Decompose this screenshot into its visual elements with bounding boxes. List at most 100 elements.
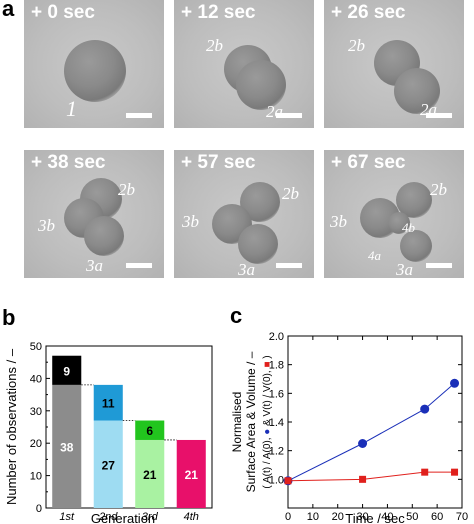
bar-stack — [52, 355, 82, 385]
bar-value-label: 38 — [60, 440, 74, 454]
line-chart-area-volume: 1.0 1.2 1.4 1.6 1.8 2.0 0 10 20 30 40 50 60 70 Time / … — [230, 331, 468, 524]
y-axis-label-line2: Surface Area & Volume / – — [244, 351, 258, 492]
bar-stack — [135, 420, 165, 440]
scale-bar — [126, 113, 152, 118]
y-axis-label-part: & V(t) / V(0), — [262, 368, 273, 429]
cell-label: 3a — [238, 260, 255, 278]
cell-2a — [236, 60, 286, 110]
x-tick-label: 60 — [431, 511, 443, 523]
circle-series-line — [287, 382, 455, 482]
y-axis-label: Number of observations / – — [4, 348, 19, 505]
y-tick-label: 1.0 — [269, 474, 284, 486]
cell-label: 1 — [66, 96, 77, 121]
x-tick-label: 30 — [356, 511, 368, 523]
micrograph-frame-1: + 0 sec 1 — [24, 0, 164, 128]
cell-label: 2b — [430, 180, 447, 199]
x-tick-label: 50 — [406, 511, 418, 523]
x-tick-label: 2nd — [98, 511, 118, 523]
square-marker — [359, 475, 367, 483]
y-tick-label: 10 — [30, 471, 42, 483]
x-tick-label: 3rd — [142, 511, 159, 523]
x-tick-label: 10 — [307, 511, 319, 523]
bar-stack — [93, 384, 123, 421]
y-axis-label-line3: ( A(t) / A(0), ● & V(t) / V(0), ■ ) — [262, 355, 273, 488]
y-tick-label: 2.0 — [269, 331, 284, 343]
panel-a-letter: a — [2, 0, 15, 21]
cell-4a — [388, 212, 410, 234]
x-tick-label: 1st — [59, 511, 75, 523]
x-tick-label: 0 — [285, 511, 291, 523]
panel-c-letter: c — [230, 303, 243, 328]
y-axis-label-line1: Normalised — [230, 392, 244, 453]
x-tick-label: 4th — [184, 511, 199, 523]
bar-base — [176, 439, 206, 508]
y-axis-label-part: ( A(t) / A(0), — [262, 435, 273, 489]
x-axis-label: Time / sec — [345, 511, 405, 524]
y-tick-label: 1.6 — [269, 388, 284, 400]
cell-label: 3b — [38, 216, 55, 235]
cell-label: 3b — [182, 212, 199, 231]
x-tick-label: 20 — [332, 511, 344, 523]
frame-time: + 57 sec — [181, 152, 256, 173]
plot-frame — [287, 335, 463, 509]
bar-chart-observations: 0 10 20 30 40 50 Number of observations / – Gen… — [4, 341, 213, 524]
scale-bar — [126, 263, 152, 268]
scale-bar — [426, 113, 452, 118]
y-tick-label: 20 — [30, 438, 42, 450]
circle-marker — [450, 378, 460, 388]
y-axis-label-part: ■ — [262, 361, 273, 367]
cell-3a — [400, 230, 432, 262]
panel-b-letter: b — [2, 305, 16, 330]
micrograph-frame-6: + 67 sec 3b 2b 4b 4a 3a — [324, 150, 464, 278]
scale-bar — [276, 263, 302, 268]
cell-label: 2b — [118, 180, 135, 199]
x-tick-label: 40 — [381, 511, 393, 523]
y-tick-label: 30 — [30, 406, 42, 418]
micrograph-frame-4: + 38 sec 2b 3b 3a — [24, 150, 164, 278]
bar-value-label: 21 — [143, 468, 157, 482]
bar-value-label: 9 — [63, 364, 70, 378]
frame-time: + 67 sec — [331, 152, 406, 173]
bar-value-label: 27 — [102, 458, 116, 472]
cell-label: 2a — [266, 102, 283, 121]
bar-value-label: 21 — [185, 468, 199, 482]
y-axis-label-part: ) — [262, 355, 273, 361]
circle-marker — [420, 404, 430, 414]
y-tick-label: 0 — [36, 503, 42, 515]
bar-base — [135, 439, 165, 508]
y-tick-label: 50 — [30, 341, 42, 353]
micrograph-frame-2: + 12 sec 2b 2a — [174, 0, 314, 128]
bar-base — [52, 384, 82, 508]
cell-1 — [64, 40, 126, 102]
square-series-line — [287, 471, 455, 482]
frame-time: + 26 sec — [331, 2, 406, 23]
bar-value-label: 6 — [146, 424, 153, 438]
y-tick-label: 1.8 — [269, 360, 284, 372]
y-tick-label: 40 — [30, 373, 42, 385]
square-marker — [284, 477, 292, 485]
cell-label: 3a — [396, 260, 413, 278]
bar-base — [93, 420, 123, 508]
cell-label: 3b — [330, 212, 347, 231]
y-tick-label: 1.2 — [269, 446, 284, 458]
cell-3a — [84, 216, 124, 256]
frame-time: + 38 sec — [31, 152, 106, 173]
micrograph-frame-5: + 57 sec 3b 2b 3a — [174, 150, 314, 278]
square-marker — [421, 468, 429, 476]
cell-label: 4a — [368, 248, 381, 263]
cell-label: 3a — [86, 256, 103, 275]
cell-label: 2b — [348, 36, 365, 55]
y-axis-label-part: ● — [262, 429, 273, 435]
bar-value-label: 11 — [102, 397, 115, 411]
cell-label: 2b — [282, 184, 299, 203]
circle-marker — [358, 439, 368, 448]
frame-time: + 12 sec — [181, 2, 256, 23]
scale-bar — [276, 113, 302, 118]
x-axis-label: Generation — [91, 511, 155, 524]
cell-label: 4b — [402, 220, 415, 235]
y-tick-label: 1.4 — [269, 417, 284, 429]
cell-label: 2b — [206, 36, 223, 55]
square-marker — [451, 468, 459, 476]
scale-bar — [426, 263, 452, 268]
x-tick-label: 70 — [456, 511, 468, 523]
